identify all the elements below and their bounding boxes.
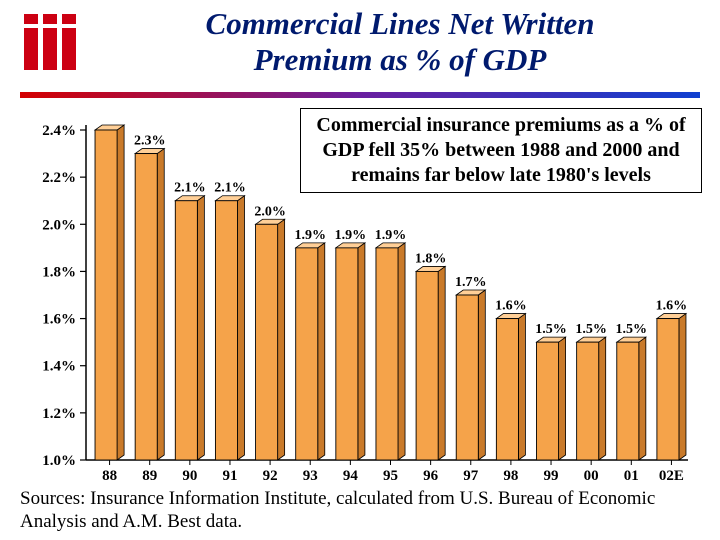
title-line-1: Commercial Lines Net Written [206, 6, 595, 41]
bar-value-label: 1.6% [495, 299, 527, 314]
bar-value-label: 1.7% [455, 275, 487, 290]
sources-label: Sources: Insurance Information Institute… [20, 488, 655, 532]
y-tick-label: 2.4% [42, 123, 76, 139]
callout-box: Commercial insurance premiums as a % of … [300, 108, 702, 193]
y-tick-label: 2.2% [42, 170, 76, 186]
y-tick-label: 1.8% [42, 264, 76, 280]
sources-text: Sources: Insurance Information Institute… [20, 488, 700, 534]
bar [496, 319, 518, 460]
y-tick-label: 2.0% [42, 217, 76, 233]
y-tick-label: 1.2% [42, 406, 76, 422]
bar [657, 319, 679, 460]
x-tick-label: 92 [263, 468, 278, 484]
x-tick-label: 96 [423, 468, 439, 484]
x-tick-label: 95 [383, 468, 398, 484]
bar-value-label: 2.0% [254, 204, 286, 219]
bar [577, 342, 599, 460]
bar-value-label: 1.5% [575, 322, 607, 337]
bar-value-label: 1.9% [294, 228, 326, 243]
x-tick-label: 99 [544, 468, 559, 484]
bar [376, 248, 398, 460]
bar-value-label: 2.1% [174, 181, 206, 196]
x-tick-label: 89 [142, 468, 157, 484]
x-tick-label: 02E [659, 468, 684, 484]
bar-value-label: 2.3% [134, 134, 166, 149]
x-tick-label: 90 [182, 468, 197, 484]
bar-value-label: 1.5% [535, 322, 567, 337]
bar-value-label: 1.6% [656, 299, 688, 314]
title-line-2: Premium as % of GDP [254, 42, 547, 77]
page-title: Commercial Lines Net Written Premium as … [90, 6, 710, 77]
x-tick-label: 00 [584, 468, 599, 484]
bar [296, 248, 318, 460]
y-tick-label: 1.6% [42, 312, 76, 328]
y-tick-label: 1.0% [42, 453, 76, 469]
x-tick-label: 98 [503, 468, 518, 484]
bar [456, 295, 478, 460]
bar-value-label: 2.1% [214, 181, 246, 196]
x-tick-label: 94 [343, 468, 359, 484]
bar [536, 342, 558, 460]
bar-value-label: 1.8% [415, 251, 447, 266]
bar [135, 154, 157, 460]
x-tick-label: 01 [624, 468, 639, 484]
bar-value-label: 1.9% [375, 228, 407, 243]
bar-value-label: 1.9% [335, 228, 367, 243]
bar [416, 271, 438, 460]
bar [256, 224, 278, 460]
title-underline [20, 92, 700, 98]
bar [95, 130, 117, 460]
bar [617, 342, 639, 460]
bar [336, 248, 358, 460]
bar-value-label: 1.5% [616, 322, 648, 337]
x-tick-label: 91 [222, 468, 237, 484]
y-tick-label: 1.4% [42, 359, 76, 375]
x-tick-label: 97 [463, 468, 479, 484]
x-tick-label: 88 [102, 468, 117, 484]
callout-text: Commercial insurance premiums as a % of … [316, 114, 685, 186]
iii-logo [10, 6, 90, 76]
bar [215, 201, 237, 460]
bar [175, 201, 197, 460]
x-tick-label: 93 [303, 468, 318, 484]
